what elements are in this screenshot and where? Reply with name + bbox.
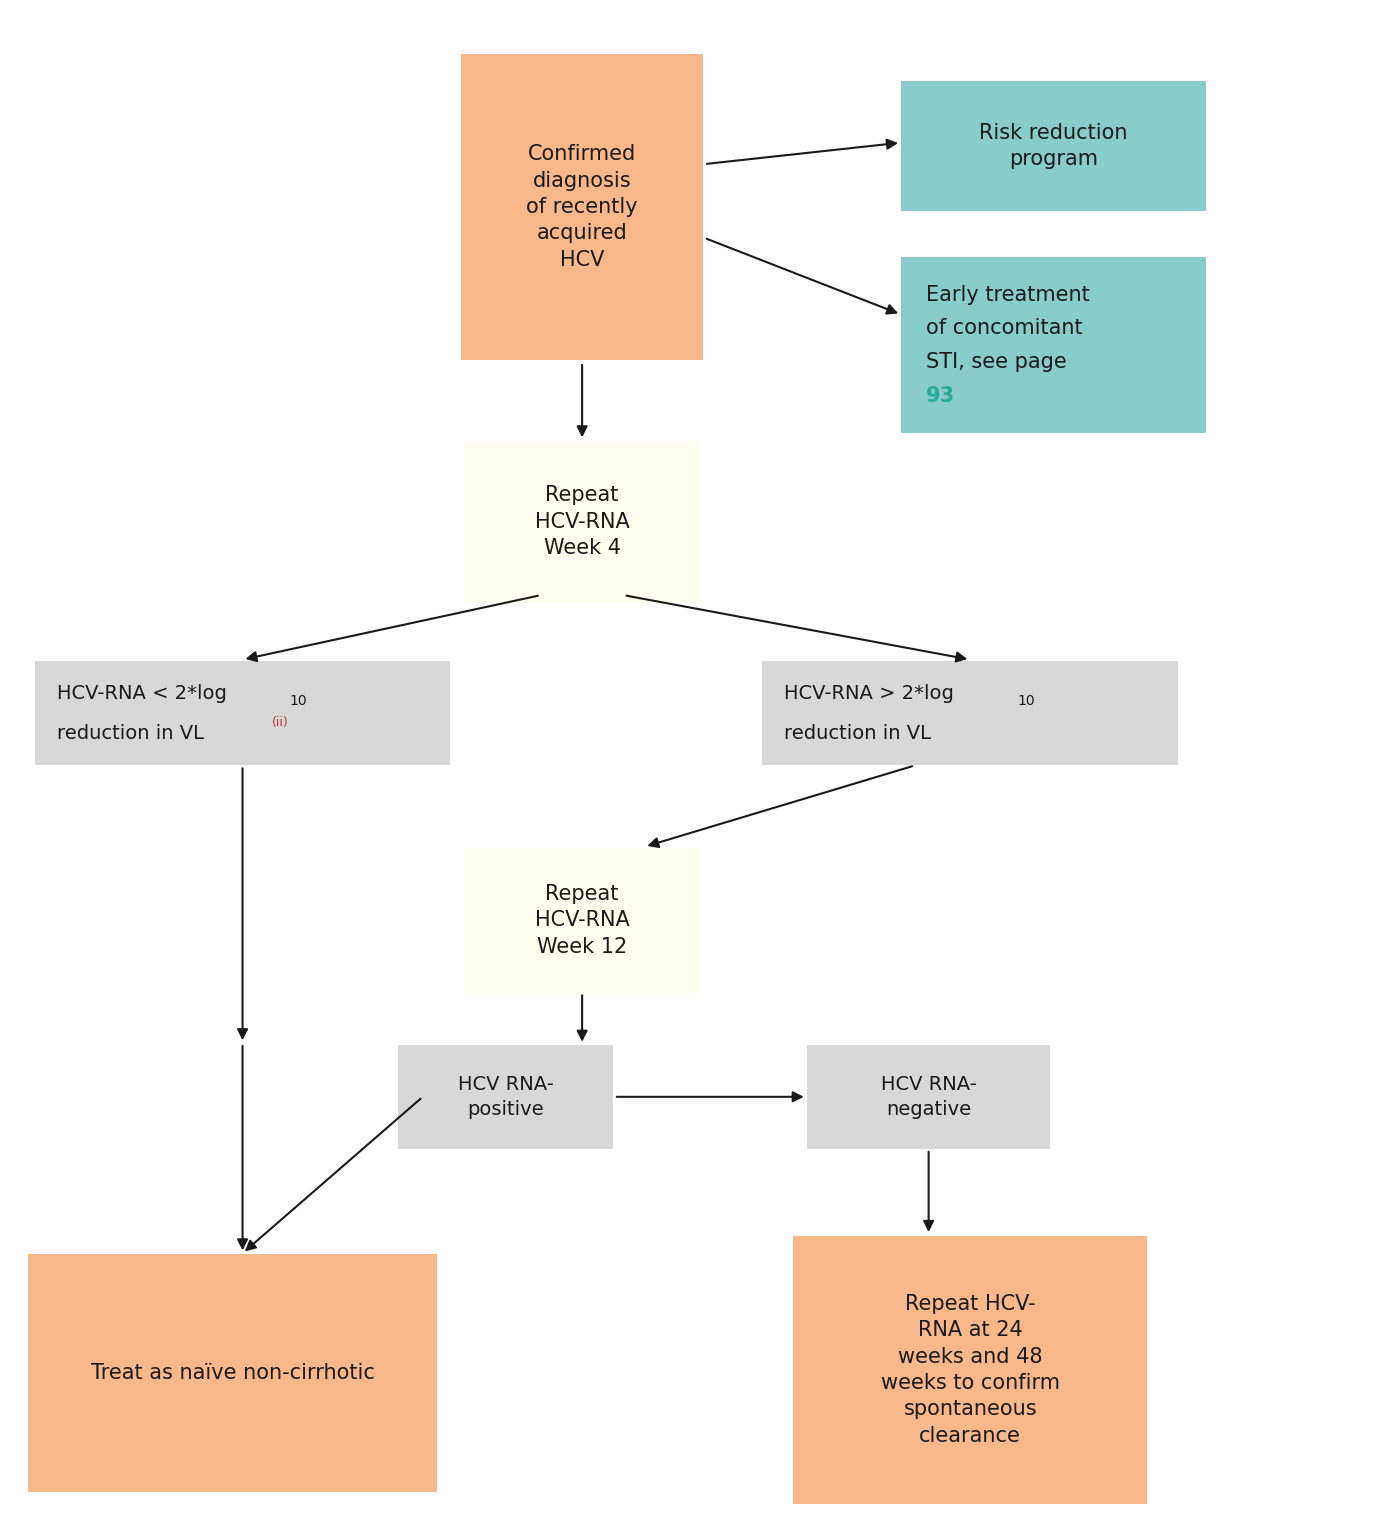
Text: 10: 10 <box>290 693 308 709</box>
Text: reduction in VL: reduction in VL <box>57 724 204 742</box>
Text: Confirmed
diagnosis
of recently
acquired
HCV: Confirmed diagnosis of recently acquired… <box>527 144 638 270</box>
Text: Risk reduction
program: Risk reduction program <box>979 123 1128 169</box>
Text: 10: 10 <box>1017 693 1035 709</box>
FancyBboxPatch shape <box>35 661 450 765</box>
Text: Repeat HCV-
RNA at 24
weeks and 48
weeks to confirm
spontaneous
clearance: Repeat HCV- RNA at 24 weeks and 48 weeks… <box>880 1293 1060 1447</box>
FancyBboxPatch shape <box>793 1236 1148 1503</box>
Text: HCV-RNA < 2*log: HCV-RNA < 2*log <box>57 684 227 703</box>
Text: Repeat
HCV-RNA
Week 12: Repeat HCV-RNA Week 12 <box>535 884 629 957</box>
FancyBboxPatch shape <box>901 81 1206 210</box>
Text: STI, see page: STI, see page <box>926 351 1067 373</box>
Text: (ii): (ii) <box>272 716 288 729</box>
FancyBboxPatch shape <box>29 1255 438 1491</box>
Text: of concomitant: of concomitant <box>926 318 1082 339</box>
FancyBboxPatch shape <box>460 54 704 360</box>
FancyBboxPatch shape <box>807 1045 1051 1149</box>
FancyBboxPatch shape <box>464 442 700 601</box>
Text: HCV RNA-
negative: HCV RNA- negative <box>880 1075 977 1118</box>
Text: Early treatment: Early treatment <box>926 284 1089 305</box>
Text: reduction in VL: reduction in VL <box>784 724 931 742</box>
FancyBboxPatch shape <box>464 847 700 994</box>
Text: HCV-RNA > 2*log: HCV-RNA > 2*log <box>784 684 955 703</box>
Text: Treat as naïve non-cirrhotic: Treat as naïve non-cirrhotic <box>91 1362 374 1384</box>
FancyBboxPatch shape <box>762 661 1178 765</box>
FancyBboxPatch shape <box>399 1045 613 1149</box>
FancyBboxPatch shape <box>901 256 1206 434</box>
Text: HCV RNA-
positive: HCV RNA- positive <box>457 1075 554 1118</box>
Text: 93: 93 <box>926 385 955 407</box>
Text: Repeat
HCV-RNA
Week 4: Repeat HCV-RNA Week 4 <box>535 485 629 558</box>
